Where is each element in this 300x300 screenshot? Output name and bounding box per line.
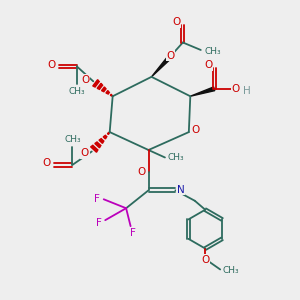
Polygon shape [91, 145, 98, 152]
Polygon shape [93, 80, 99, 87]
Text: CH₃: CH₃ [222, 266, 239, 275]
Polygon shape [110, 94, 113, 96]
Text: O: O [81, 148, 89, 158]
Text: O: O [166, 51, 174, 61]
Polygon shape [152, 56, 171, 77]
Polygon shape [97, 83, 103, 89]
Text: O: O [172, 17, 180, 27]
Text: CH₃: CH₃ [204, 47, 221, 56]
Text: O: O [232, 84, 240, 94]
Text: O: O [191, 125, 200, 135]
Polygon shape [103, 135, 107, 139]
Text: F: F [96, 218, 102, 228]
Polygon shape [106, 91, 110, 94]
Text: CH₃: CH₃ [68, 87, 85, 96]
Polygon shape [107, 132, 110, 134]
Text: F: F [94, 194, 100, 204]
Text: N: N [177, 185, 184, 195]
Text: CH₃: CH₃ [167, 153, 184, 162]
Text: O: O [82, 75, 90, 85]
Polygon shape [95, 142, 101, 148]
Polygon shape [101, 87, 106, 92]
Polygon shape [190, 87, 215, 96]
Text: CH₃: CH₃ [64, 135, 81, 144]
Text: F: F [130, 228, 136, 238]
Text: O: O [47, 60, 56, 70]
Text: O: O [205, 61, 213, 70]
Text: H: H [243, 86, 250, 96]
Text: O: O [201, 255, 209, 265]
Polygon shape [99, 139, 104, 143]
Text: O: O [138, 167, 146, 177]
Text: O: O [43, 158, 51, 167]
